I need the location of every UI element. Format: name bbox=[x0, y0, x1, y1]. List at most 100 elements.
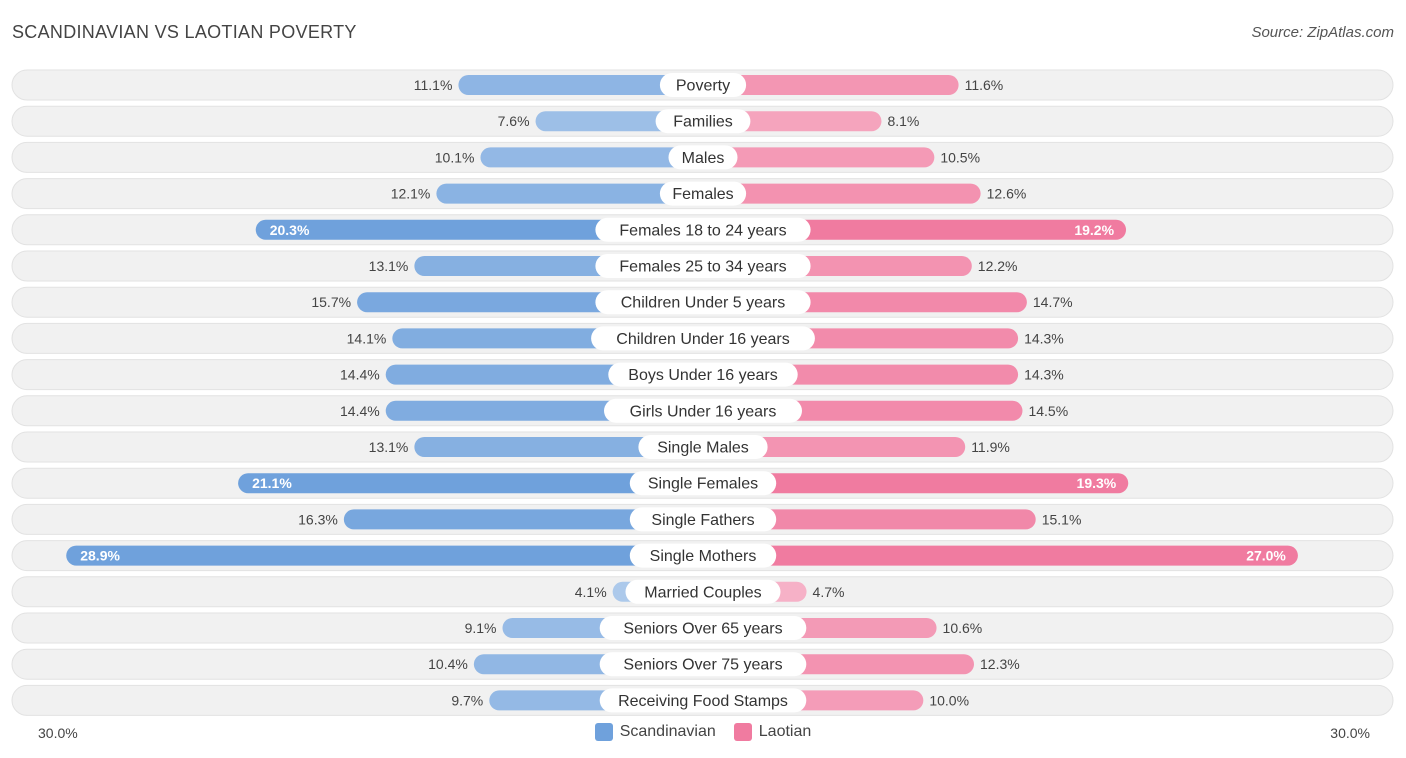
legend-swatch-laotian bbox=[733, 723, 752, 741]
category-pill bbox=[604, 398, 802, 423]
value-label-laotian: 27.0% bbox=[1246, 548, 1286, 564]
value-label-scandinavian: 10.4% bbox=[428, 656, 468, 672]
category-label: Females 25 to 34 years bbox=[619, 259, 786, 276]
bar-laotian bbox=[693, 75, 959, 95]
source-label: Source: ZipAtlas.com bbox=[1251, 24, 1394, 41]
value-label-laotian: 14.5% bbox=[1028, 403, 1068, 419]
value-label-scandinavian: 4.1% bbox=[575, 584, 607, 600]
category-label: Receiving Food Stamps bbox=[618, 693, 788, 710]
row-poverty: 11.1% 11.6% Poverty bbox=[11, 69, 1394, 101]
value-label-laotian: 14.3% bbox=[1024, 367, 1064, 383]
value-label-scandinavian: 20.3% bbox=[270, 222, 310, 238]
category-pill bbox=[625, 579, 781, 604]
category-label: Boys Under 16 years bbox=[628, 367, 777, 384]
legend: Scandinavian Laotian bbox=[0, 723, 1406, 741]
category-label: Females bbox=[672, 186, 733, 203]
legend-label-scandinavian: Scandinavian bbox=[619, 723, 716, 740]
value-label-scandinavian: 14.4% bbox=[340, 403, 380, 419]
value-label-scandinavian: 13.1% bbox=[369, 439, 409, 455]
category-pill bbox=[599, 652, 807, 677]
legend-label-laotian: Laotian bbox=[758, 723, 812, 740]
row-seniors-over-75-years: 10.4% 12.3% Seniors Over 75 years bbox=[11, 648, 1394, 680]
category-pill bbox=[629, 507, 777, 532]
value-label-laotian: 10.6% bbox=[943, 620, 983, 636]
bar-laotian bbox=[693, 473, 1129, 494]
bar-scandinavian bbox=[480, 147, 713, 168]
category-label: Seniors Over 65 years bbox=[623, 621, 782, 638]
value-label-laotian: 10.0% bbox=[929, 692, 969, 708]
bar-laotian bbox=[693, 183, 981, 204]
row-single-males: 13.1% 11.9% Single Males bbox=[11, 431, 1394, 463]
value-label-laotian: 12.2% bbox=[978, 258, 1018, 274]
chart-title: SCANDINAVIAN VS LAOTIAN POVERTY bbox=[12, 22, 357, 42]
row-males: 10.1% 10.5% Males bbox=[11, 141, 1394, 173]
bar-scandinavian bbox=[238, 473, 713, 494]
category-pill bbox=[629, 471, 777, 496]
category-pill bbox=[599, 688, 807, 713]
category-label: Single Females bbox=[648, 476, 758, 493]
value-label-laotian: 10.5% bbox=[940, 149, 980, 165]
row-females: 12.1% 12.6% Females bbox=[11, 178, 1394, 210]
category-label: Single Fathers bbox=[651, 512, 754, 529]
legend-swatch-scandinavian bbox=[594, 723, 613, 741]
value-label-scandinavian: 13.1% bbox=[369, 258, 409, 274]
bar-laotian bbox=[693, 545, 1298, 566]
value-label-scandinavian: 9.7% bbox=[451, 692, 483, 708]
category-pill bbox=[595, 254, 811, 278]
value-label-scandinavian: 14.1% bbox=[347, 330, 387, 346]
category-pill bbox=[629, 543, 777, 568]
value-label-scandinavian: 21.1% bbox=[252, 475, 292, 491]
value-label-scandinavian: 28.9% bbox=[80, 548, 120, 564]
category-pill bbox=[595, 290, 811, 315]
category-label: Families bbox=[673, 114, 733, 131]
category-label: Seniors Over 75 years bbox=[623, 657, 782, 674]
value-label-laotian: 11.6% bbox=[965, 77, 1004, 93]
bar-scandinavian bbox=[414, 437, 713, 457]
category-label: Married Couples bbox=[644, 584, 761, 601]
bar-scandinavian bbox=[66, 545, 713, 566]
value-label-scandinavian: 14.4% bbox=[340, 367, 380, 383]
category-pill bbox=[608, 362, 798, 387]
value-label-laotian: 8.1% bbox=[887, 113, 919, 129]
value-label-laotian: 14.7% bbox=[1033, 294, 1073, 310]
value-label-laotian: 14.3% bbox=[1024, 330, 1064, 346]
value-label-scandinavian: 15.7% bbox=[311, 294, 351, 310]
value-label-scandinavian: 9.1% bbox=[465, 620, 497, 636]
bar-laotian bbox=[693, 147, 935, 168]
row-single-fathers: 16.3% 15.1% Single Fathers bbox=[11, 503, 1394, 535]
row-boys-under-16-years: 14.4% 14.3% Boys Under 16 years bbox=[11, 359, 1394, 391]
category-label: Children Under 16 years bbox=[616, 331, 789, 348]
bar-scandinavian bbox=[436, 183, 713, 204]
value-label-laotian: 12.3% bbox=[980, 656, 1020, 672]
value-label-scandinavian: 7.6% bbox=[498, 113, 530, 129]
row-females-25-to-34-years: 13.1% 12.2% Females 25 to 34 years bbox=[11, 250, 1394, 282]
category-label: Females 18 to 24 years bbox=[619, 222, 786, 239]
row-girls-under-16-years: 14.4% 14.5% Girls Under 16 years bbox=[11, 395, 1394, 427]
category-label: Males bbox=[682, 150, 725, 167]
category-pill bbox=[599, 616, 807, 640]
category-label: Children Under 5 years bbox=[621, 295, 786, 312]
row-children-under-5-years: 15.7% 14.7% Children Under 5 years bbox=[11, 286, 1394, 318]
legend-item-laotian[interactable]: Laotian bbox=[733, 723, 812, 741]
row-children-under-16-years: 14.1% 14.3% Children Under 16 years bbox=[11, 322, 1394, 354]
category-label: Single Males bbox=[657, 440, 749, 457]
row-single-mothers: 28.9% 27.0% Single Mothers bbox=[11, 540, 1394, 572]
axis-right-label: 30.0% bbox=[1330, 725, 1370, 741]
value-label-laotian: 15.1% bbox=[1042, 511, 1082, 527]
value-label-laotian: 12.6% bbox=[987, 186, 1027, 202]
value-label-laotian: 19.3% bbox=[1077, 475, 1117, 491]
bar-scandinavian bbox=[458, 75, 713, 95]
legend-item-scandinavian[interactable]: Scandinavian bbox=[594, 723, 716, 741]
category-pill bbox=[659, 181, 747, 206]
value-label-scandinavian: 16.3% bbox=[298, 511, 338, 527]
category-pill bbox=[668, 145, 738, 170]
axis-left-label: 30.0% bbox=[38, 725, 78, 741]
category-label: Girls Under 16 years bbox=[630, 403, 777, 420]
category-pill bbox=[659, 73, 747, 97]
row-receiving-food-stamps: 9.7% 10.0% Receiving Food Stamps bbox=[11, 684, 1394, 716]
value-label-scandinavian: 12.1% bbox=[391, 186, 431, 202]
category-label: Single Mothers bbox=[650, 548, 757, 565]
row-seniors-over-65-years: 9.1% 10.6% Seniors Over 65 years bbox=[11, 612, 1394, 644]
value-label-laotian: 19.2% bbox=[1074, 222, 1114, 238]
